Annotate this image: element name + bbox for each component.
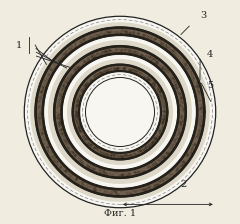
- Polygon shape: [54, 46, 186, 178]
- Polygon shape: [72, 64, 168, 160]
- Text: 2: 2: [180, 180, 186, 189]
- Text: 4: 4: [207, 50, 213, 59]
- Polygon shape: [56, 48, 184, 176]
- Polygon shape: [38, 30, 202, 194]
- Text: 1: 1: [15, 41, 22, 50]
- Polygon shape: [49, 41, 191, 183]
- Text: Фиг. 1: Фиг. 1: [104, 209, 136, 218]
- Polygon shape: [31, 23, 209, 201]
- Polygon shape: [35, 27, 205, 197]
- Polygon shape: [85, 78, 155, 146]
- Text: 3: 3: [200, 11, 206, 20]
- Polygon shape: [68, 60, 172, 164]
- Polygon shape: [75, 67, 165, 157]
- Polygon shape: [24, 16, 216, 208]
- Text: 5: 5: [207, 81, 213, 90]
